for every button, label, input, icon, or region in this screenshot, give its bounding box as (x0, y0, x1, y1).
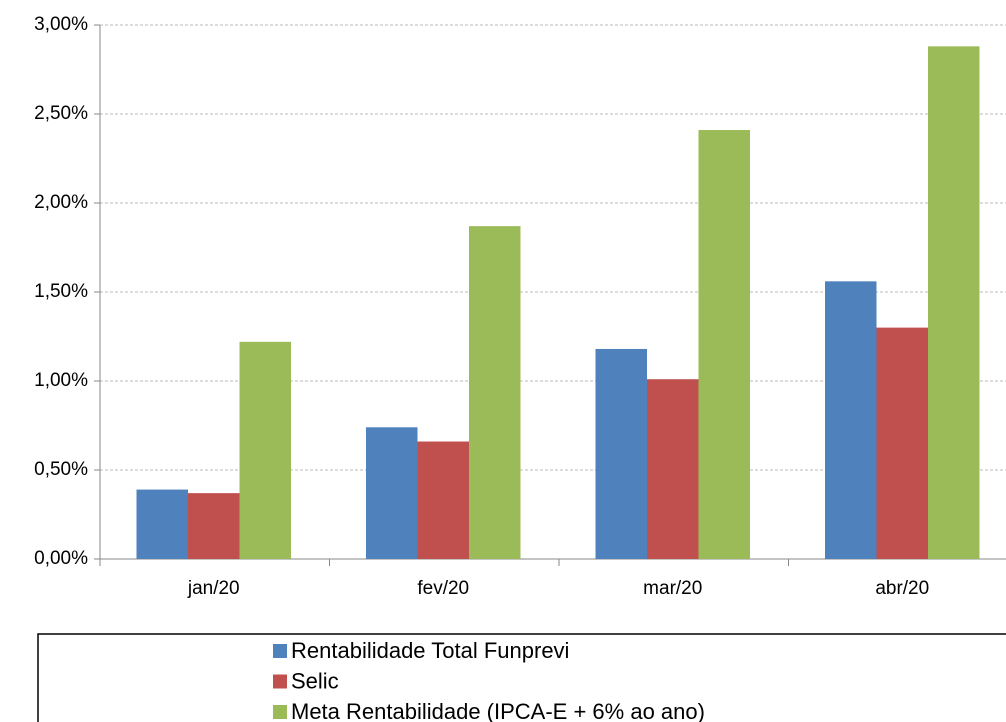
bar (698, 130, 750, 559)
legend-swatch (273, 705, 287, 719)
y-tick-label: 3,00% (34, 14, 88, 35)
legend-label: Rentabilidade Total Funprevi (291, 638, 569, 663)
bar (136, 489, 188, 559)
x-tick-label: mar/20 (643, 578, 702, 599)
legend-swatch (273, 644, 287, 658)
legend-swatch (273, 674, 287, 689)
bar (417, 441, 469, 559)
y-tick-label: 2,00% (34, 192, 88, 213)
y-tick-label: 2,50% (34, 103, 88, 124)
y-tick-label: 1,00% (34, 370, 88, 391)
bar (366, 427, 418, 559)
y-tick-label: 0,50% (34, 459, 88, 480)
y-tick-label: 0,00% (34, 548, 88, 569)
legend: Rentabilidade Total Funprevi Selic Meta Re… (273, 638, 705, 722)
bar (647, 379, 699, 559)
bar (188, 493, 240, 559)
x-tick-label: fev/20 (417, 578, 469, 599)
bar (469, 226, 521, 559)
bar (825, 281, 877, 559)
bar (928, 46, 980, 560)
bar (239, 341, 291, 559)
bar (595, 348, 647, 559)
legend-label: Meta Rentabilidade (IPCA-E + 6% ao ano) (291, 699, 705, 722)
bar (876, 327, 928, 559)
legend-label: Selic (291, 668, 339, 693)
y-tick-label: 1,50% (34, 281, 88, 302)
x-tick-label: abr/20 (875, 578, 929, 599)
x-tick-label: jan/20 (187, 578, 240, 599)
legend-box (37, 633, 1006, 722)
